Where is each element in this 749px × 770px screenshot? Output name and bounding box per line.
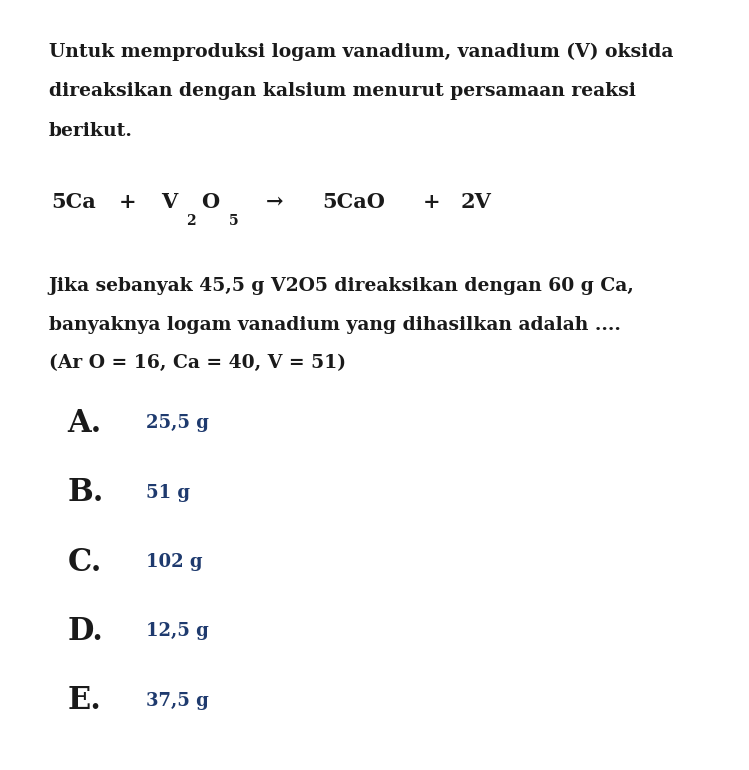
Text: 5Ca: 5Ca <box>51 192 96 212</box>
Text: 25,5 g: 25,5 g <box>146 414 209 433</box>
Text: →: → <box>266 192 283 212</box>
Text: O: O <box>201 192 219 212</box>
Text: banyaknya logam vanadium yang dihasilkan adalah ....: banyaknya logam vanadium yang dihasilkan… <box>49 316 621 333</box>
Text: 12,5 g: 12,5 g <box>146 622 209 641</box>
Text: V: V <box>161 192 178 212</box>
Text: Untuk memproduksi logam vanadium, vanadium (V) oksida: Untuk memproduksi logam vanadium, vanadi… <box>49 42 673 61</box>
Text: C.: C. <box>67 547 102 578</box>
Text: B.: B. <box>67 477 104 508</box>
Text: E.: E. <box>67 685 101 716</box>
Text: 5: 5 <box>228 214 238 228</box>
Text: D.: D. <box>67 616 103 647</box>
Text: 5CaO: 5CaO <box>322 192 385 212</box>
Text: berikut.: berikut. <box>49 122 133 140</box>
Text: 102 g: 102 g <box>146 553 202 571</box>
Text: Jika sebanyak 45,5 g V2O5 direaksikan dengan 60 g Ca,: Jika sebanyak 45,5 g V2O5 direaksikan de… <box>49 277 634 295</box>
Text: 51 g: 51 g <box>146 484 190 502</box>
Text: +: + <box>118 192 136 212</box>
Text: 2: 2 <box>186 214 195 228</box>
Text: 2V: 2V <box>461 192 491 212</box>
Text: +: + <box>423 192 441 212</box>
Text: 37,5 g: 37,5 g <box>146 691 209 710</box>
Text: A.: A. <box>67 408 102 439</box>
Text: (Ar O = 16, Ca = 40, V = 51): (Ar O = 16, Ca = 40, V = 51) <box>49 354 346 372</box>
Text: direaksikan dengan kalsium menurut persamaan reaksi: direaksikan dengan kalsium menurut persa… <box>49 82 636 100</box>
